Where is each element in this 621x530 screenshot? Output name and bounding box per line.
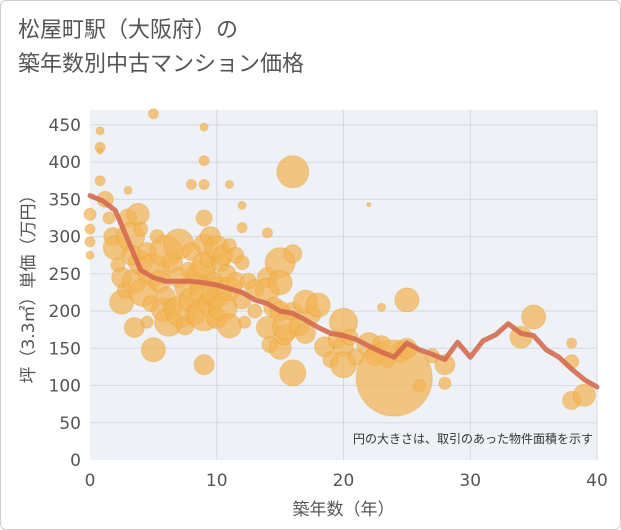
bubble-point [283, 244, 303, 264]
bubble-point [123, 185, 133, 195]
bubble-point [366, 202, 372, 208]
title-line-2: 築年数別中古マンション価格 [18, 52, 305, 77]
x-tick-label: 10 [206, 471, 228, 491]
bubble-point [267, 270, 293, 296]
y-tick-label: 150 [49, 339, 81, 359]
y-tick-label: 0 [70, 451, 81, 471]
y-tick-label: 100 [49, 377, 81, 397]
bubble-point [237, 200, 247, 210]
bubble-point [247, 303, 263, 319]
bubble-point [236, 222, 248, 234]
bubble-point [413, 379, 427, 393]
bubble-point [199, 122, 209, 132]
bubble-point [193, 354, 215, 376]
bubble-point [147, 108, 159, 120]
bubble-point [572, 383, 596, 407]
bubble-point [140, 315, 154, 329]
bubble-point [355, 339, 433, 417]
bubble-point [84, 236, 96, 248]
y-tick-label: 250 [49, 265, 81, 285]
bubble-point [234, 255, 250, 271]
bubble-point [377, 302, 387, 312]
bubble-point [261, 227, 273, 239]
y-tick-label: 200 [49, 302, 81, 322]
bubble-point [133, 221, 149, 237]
y-tick-label: 400 [49, 153, 81, 173]
chart-title: 松屋町駅（大阪府）の 築年数別中古マンション価格 [18, 14, 304, 82]
x-axis-title: 築年数（年） [293, 500, 395, 520]
bubble-point [305, 292, 331, 318]
bubble-point [126, 202, 150, 226]
bubble-point [83, 207, 97, 221]
bubble-point [224, 179, 234, 189]
bubble-point [102, 211, 116, 225]
y-tick-label: 350 [49, 190, 81, 210]
y-tick-label: 450 [49, 116, 81, 136]
bubble-point [140, 337, 166, 363]
bubble-point [521, 304, 547, 330]
bubble-point [96, 147, 104, 155]
bubble-point [438, 376, 452, 390]
y-tick-label: 300 [49, 228, 81, 248]
trend-line [87, 193, 600, 390]
bubble-size-note: 円の大きさは、取引のあった物件面積を示す [353, 431, 593, 446]
bubble-point [566, 337, 578, 349]
y-axis-title: 坪（3.3㎡）単価（万円） [19, 186, 39, 383]
bubble-point [185, 178, 197, 190]
bubble-point [394, 287, 420, 313]
x-axis-ticks: 0 10 20 30 40 [85, 471, 608, 491]
bubble-point [238, 315, 252, 329]
title-line-1: 松屋町駅（大阪府）の [18, 18, 239, 43]
bubble-point [195, 209, 213, 227]
y-tick-label: 50 [59, 414, 81, 434]
x-tick-label: 0 [85, 471, 96, 491]
bubble-point [276, 155, 310, 189]
x-tick-label: 20 [333, 471, 355, 491]
bubble-point [279, 359, 307, 387]
bubble-point [198, 155, 210, 167]
bubble-point [95, 126, 105, 136]
bubble-point [84, 223, 96, 235]
bubble-point [85, 250, 95, 260]
x-tick-label: 40 [586, 471, 608, 491]
x-tick-label: 30 [459, 471, 481, 491]
bubble-point [198, 178, 210, 190]
y-axis-ticks: 0 50 100 150 200 250 300 350 400 450 [49, 116, 81, 471]
bubble-point [94, 175, 106, 187]
bubble-point [294, 322, 316, 344]
bubble-point [216, 313, 242, 339]
